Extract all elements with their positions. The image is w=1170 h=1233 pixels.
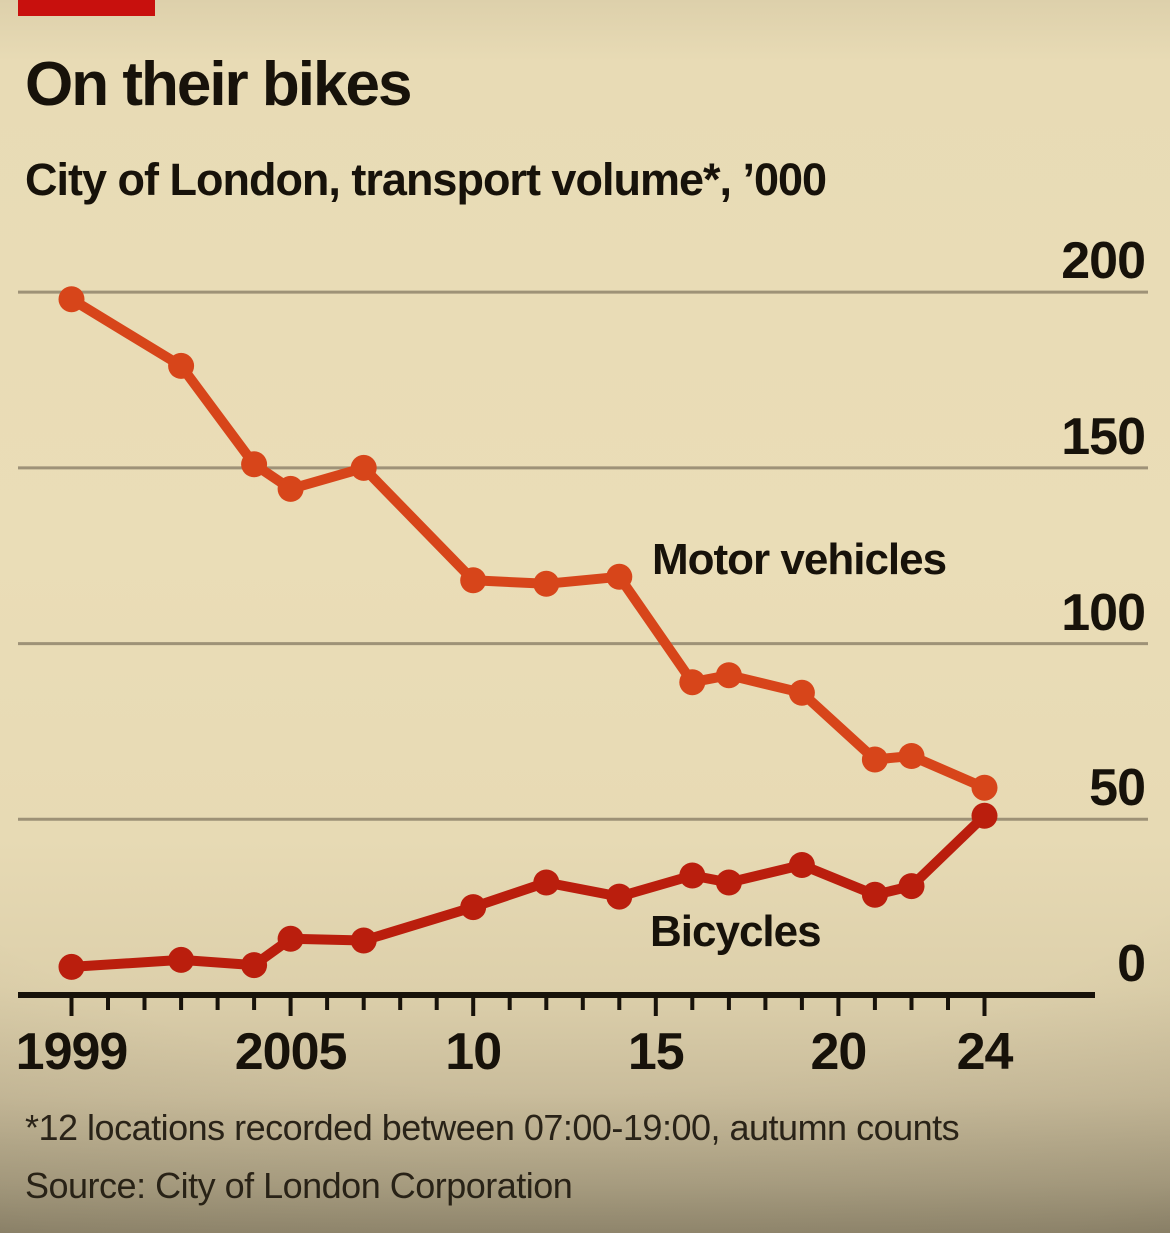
x-axis-label-2005: 2005 (234, 1023, 348, 1081)
bicycles-point-1999 (58, 953, 85, 980)
bicycles-point-2010 (460, 894, 487, 921)
bicycles-point-2014 (606, 883, 633, 910)
series-label-bicycles: Bicycles (650, 907, 822, 956)
x-axis-label-1999: 1999 (15, 1023, 129, 1081)
bicycles-point-2012 (533, 869, 560, 896)
bicycles-point-2005 (277, 925, 304, 952)
bicycles-point-2017 (715, 869, 742, 896)
motor-vehicles-point-2021 (861, 746, 888, 773)
economist-red-tab (18, 0, 155, 16)
motor-vehicles-point-2016 (679, 669, 706, 696)
bicycles-line (66, 810, 990, 972)
chart-source: Source: City of London Corporation (25, 1165, 573, 1206)
motor-vehicles-point-2019 (788, 679, 815, 706)
motor-vehicles-point-2005 (277, 475, 304, 502)
bicycles-series (58, 802, 998, 980)
bicycles-point-2021 (861, 881, 888, 908)
motor-vehicles-point-2012 (533, 570, 560, 597)
motor-vehicles-point-2024 (971, 774, 998, 801)
motor-vehicles-point-2022 (898, 743, 925, 769)
chart-footnote: *12 locations recorded between 07:00-19:… (25, 1107, 960, 1148)
motor-vehicles-point-2004 (241, 451, 268, 478)
bicycles-point-2007 (350, 927, 377, 954)
x-axis-label-2015: 15 (627, 1023, 685, 1081)
x-axis-label-2024: 24 (956, 1023, 1014, 1081)
bicycles-point-2016 (679, 862, 706, 889)
x-axis-labels: 1999 2005 10 15 20 24 (0, 1026, 1170, 1086)
x-axis-label-2010: 10 (445, 1023, 502, 1081)
bicycles-point-2024 (971, 802, 998, 829)
x-axis-label-2020: 20 (810, 1023, 867, 1081)
series-label-motor-vehicles: Motor vehicles (652, 535, 947, 584)
bicycles-point-2019 (788, 852, 815, 878)
bicycles-point-2022 (898, 873, 925, 900)
bicycles-point-2004 (241, 952, 268, 979)
motor-vehicles-series (58, 286, 998, 801)
motor-vehicles-point-2010 (460, 567, 487, 594)
motor-vehicles-point-2002 (168, 352, 195, 379)
motor-vehicles-point-2017 (715, 662, 742, 689)
motor-vehicles-point-2014 (606, 563, 633, 590)
chart-title: On their bikes (25, 50, 412, 119)
motor-vehicles-point-2007 (350, 454, 377, 481)
motor-vehicles-point-1999 (58, 286, 85, 313)
chart-subtitle: City of London, transport volume*, ’000 (25, 154, 827, 205)
bicycles-point-2002 (168, 946, 195, 973)
